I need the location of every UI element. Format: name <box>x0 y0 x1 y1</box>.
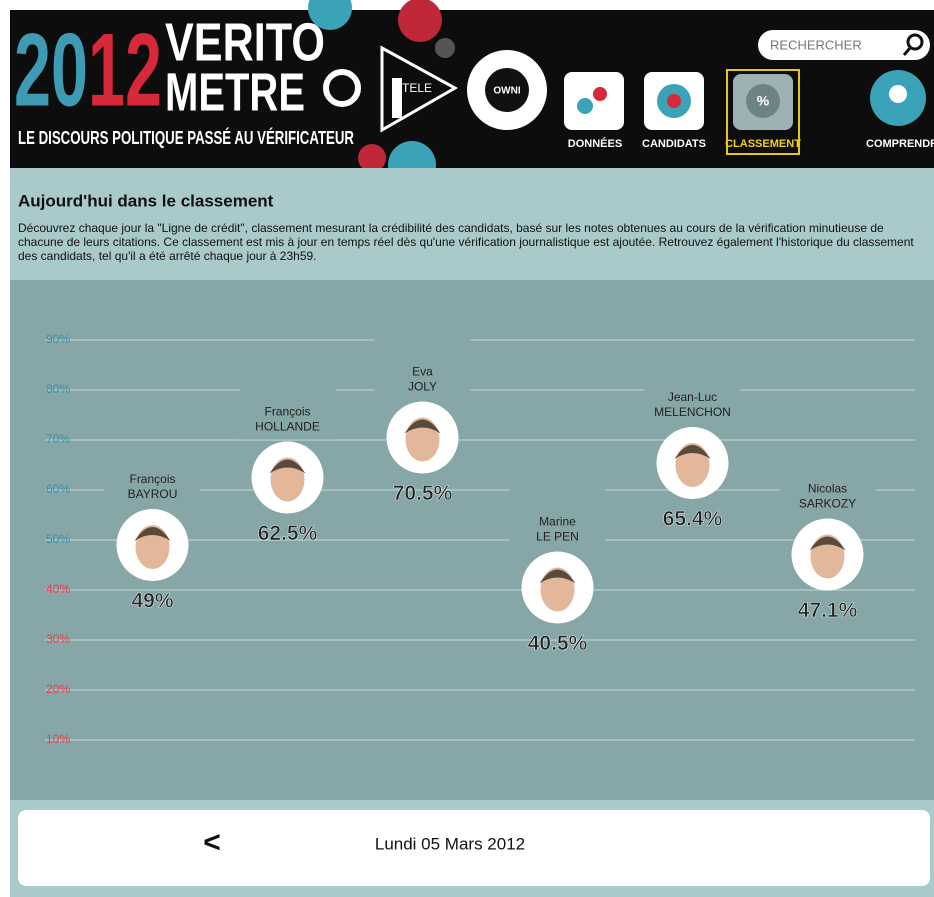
itele-logo <box>392 78 402 118</box>
logo-year: 12 <box>88 12 162 128</box>
nav-icon[interactable] <box>667 94 681 108</box>
nav-icon[interactable] <box>593 87 607 101</box>
candidate-name: MELENCHON <box>654 405 731 419</box>
nav-icon-glyph[interactable]: % <box>757 93 770 109</box>
logo-tagline: LE DISCOURS POLITIQUE PASSÉ AU VÉRIFICAT… <box>18 127 354 148</box>
prev-button[interactable]: < <box>203 826 221 859</box>
y-tick-label: 90% <box>46 332 70 346</box>
candidate-name: Marine <box>539 515 576 529</box>
nav-item[interactable]: CANDIDATS <box>642 138 706 150</box>
logo-year: 20 <box>14 12 88 128</box>
partner-label: TELE <box>402 81 432 95</box>
value-label: 40.5% <box>528 632 588 655</box>
y-tick-label: 50% <box>46 532 70 546</box>
value-label: 62.5% <box>258 522 318 545</box>
y-tick-label: 40% <box>46 582 70 596</box>
candidate-name: HOLLANDE <box>255 420 320 434</box>
y-tick-label: 30% <box>46 632 70 646</box>
value-label: 47.1% <box>798 599 858 622</box>
candidate-name: JOLY <box>408 380 437 394</box>
value-label: 70.5% <box>393 482 453 505</box>
y-tick-label: 70% <box>46 432 70 446</box>
value-label: 65.4% <box>663 508 723 531</box>
candidate-name: BAYROU <box>128 487 178 501</box>
partner-label: OWNI <box>493 86 520 97</box>
intro-text: Découvrez chaque jour la "Ligne de crédi… <box>18 221 923 263</box>
nav-icon[interactable] <box>564 72 624 130</box>
candidate-name: Eva <box>412 365 433 379</box>
nav-item[interactable]: CLASSEMENT <box>725 138 801 150</box>
logo-title: METRE <box>165 62 305 122</box>
candidate-name: François <box>129 472 175 486</box>
candidate-name: Nicolas <box>808 482 847 496</box>
nav-item[interactable]: COMPRENDRE <box>866 138 934 150</box>
nav-icon[interactable] <box>577 98 593 114</box>
gear <box>358 144 386 172</box>
search-placeholder[interactable]: RECHERCHER <box>770 37 862 52</box>
candidate-name: SARKOZY <box>799 497 856 511</box>
y-tick-label: 10% <box>46 732 70 746</box>
nav-icon[interactable] <box>889 85 907 103</box>
gear <box>398 0 442 42</box>
screen: 20 12 VERITO METRE LE DISCOURS POLITIQUE… <box>0 0 934 897</box>
y-tick-label: 20% <box>46 682 70 696</box>
page: 20 12 VERITO METRE LE DISCOURS POLITIQUE… <box>0 0 934 897</box>
candidate-name: LE PEN <box>536 530 579 544</box>
intro-title: Aujourd'hui dans le classement <box>18 191 274 210</box>
nav-item[interactable]: DONNÉES <box>568 137 622 150</box>
y-tick-label: 80% <box>46 382 70 396</box>
y-tick-label: 60% <box>46 482 70 496</box>
candidate-name: Jean-Luc <box>668 390 717 404</box>
value-label: 49% <box>131 590 173 613</box>
candidate-name: François <box>264 405 310 419</box>
date-label: Lundi 05 Mars 2012 <box>375 834 525 853</box>
gear <box>435 38 455 58</box>
